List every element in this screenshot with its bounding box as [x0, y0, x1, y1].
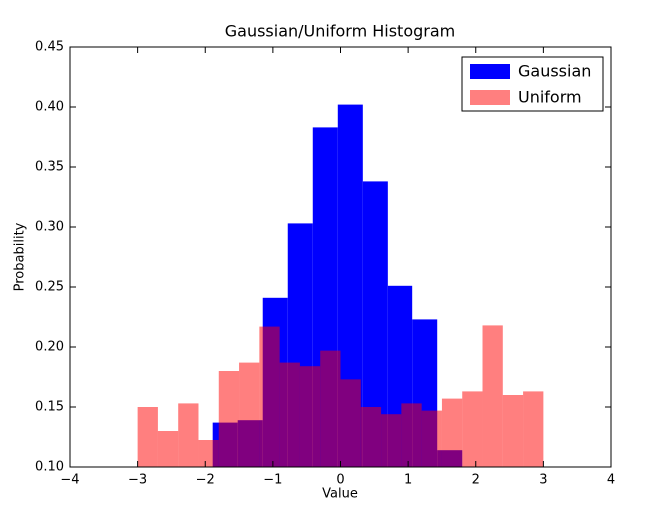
histogram-bar: [279, 362, 300, 467]
histogram-bar: [441, 398, 463, 467]
legend-label: Uniform: [518, 88, 582, 107]
y-tick-label: 0.45: [35, 40, 64, 55]
chart-title: Gaussian/Uniform Histogram: [225, 22, 455, 41]
y-tick-label: 0.10: [35, 460, 64, 475]
histogram-bar: [178, 403, 199, 467]
x-tick-label: −4: [60, 473, 79, 488]
legend-swatch: [470, 90, 510, 105]
y-tick-label: 0.20: [35, 340, 64, 355]
histogram-bar: [157, 431, 179, 467]
y-axis-label: Probability: [13, 222, 28, 291]
y-tick-label: 0.40: [35, 100, 64, 115]
histogram-bar: [239, 362, 260, 467]
histogram-bar: [462, 391, 483, 467]
x-tick-label: 4: [607, 473, 615, 488]
histogram-bar: [482, 325, 503, 467]
legend-label: Gaussian: [518, 62, 591, 81]
histogram-bar: [259, 326, 280, 467]
histogram-bar: [502, 395, 524, 467]
histogram-bar: [523, 391, 544, 467]
x-tick-label: −2: [196, 473, 215, 488]
histogram-bar: [299, 366, 321, 467]
histogram-bar: [320, 350, 341, 467]
y-tick-label: 0.35: [35, 160, 64, 175]
histogram-bar: [218, 371, 240, 467]
y-tick-label: 0.30: [35, 220, 64, 235]
x-tick-label: 3: [539, 473, 547, 488]
histogram-bar: [421, 410, 442, 467]
x-axis-label: Value: [322, 487, 358, 502]
legend-swatch: [470, 64, 510, 79]
histogram-bar: [340, 379, 361, 467]
x-tick-label: −3: [128, 473, 147, 488]
x-tick-label: −1: [263, 473, 282, 488]
y-tick-label: 0.15: [35, 400, 64, 415]
x-tick-label: 1: [404, 473, 412, 488]
histogram-bar: [401, 403, 422, 467]
histogram-bar: [360, 407, 382, 467]
x-tick-label: 2: [472, 473, 480, 488]
histogram-bar: [198, 440, 219, 467]
y-tick-label: 0.25: [35, 280, 64, 295]
plot-area: [137, 104, 544, 467]
histogram-bar: [137, 407, 158, 467]
x-tick-label: 0: [336, 473, 344, 488]
histogram-bar: [381, 414, 402, 467]
